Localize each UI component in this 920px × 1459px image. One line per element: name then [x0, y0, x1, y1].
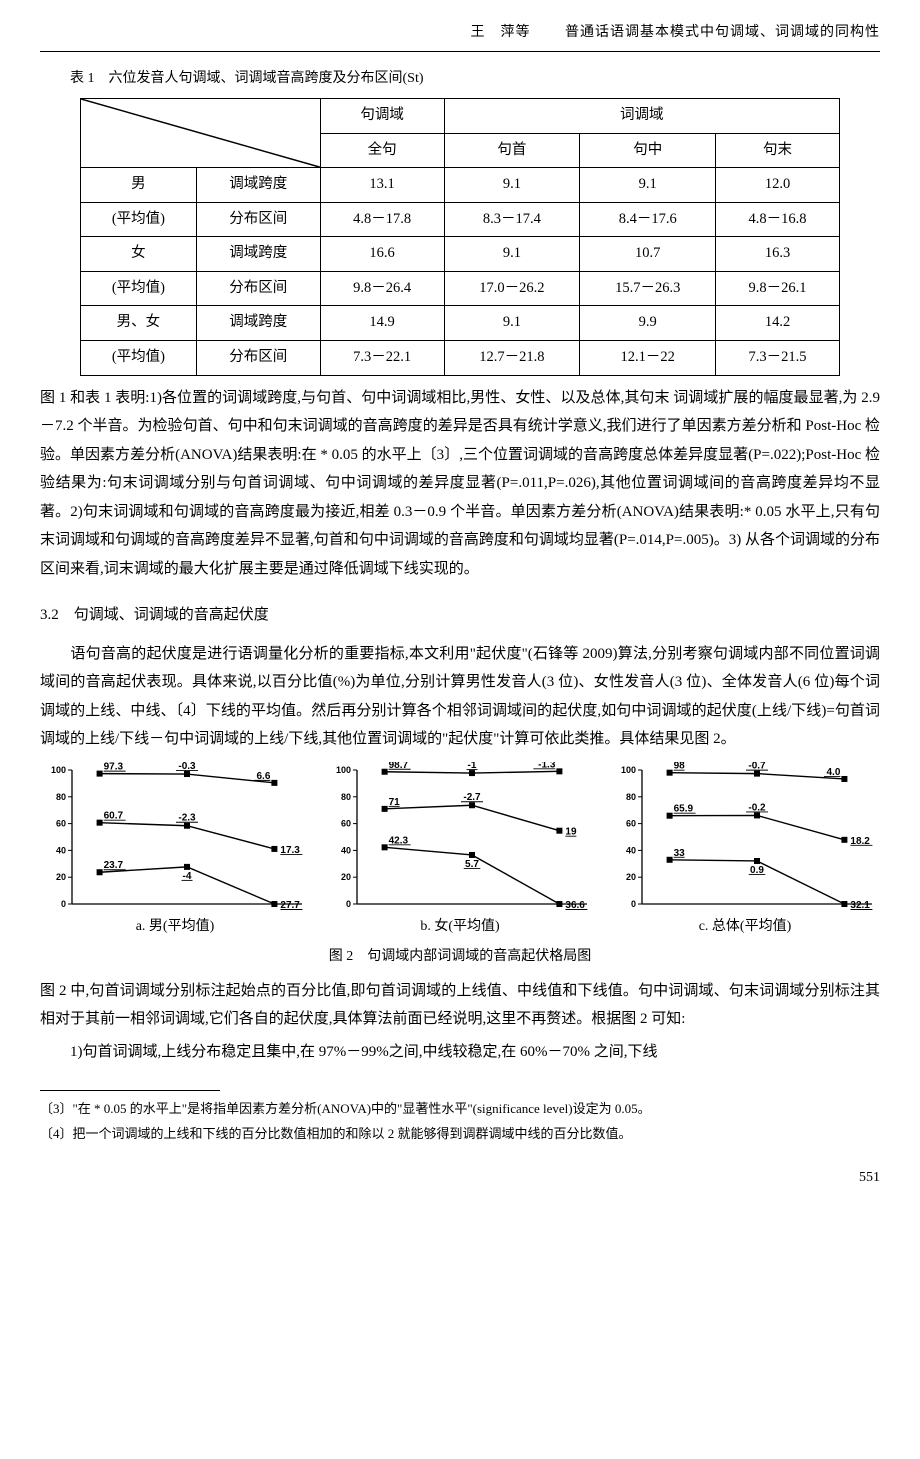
chart-subcaption: c. 总体(平均值)	[610, 914, 880, 941]
table-row-metric: 调域跨度	[196, 168, 320, 203]
table-cell: 12.0	[716, 168, 840, 203]
chart-panel: 02040608010097.3-0.36.660.7-2.317.323.7-…	[40, 762, 310, 941]
table-row-label: 男	[81, 168, 197, 203]
page-number: 551	[40, 1165, 880, 1192]
table1-sub-whole: 全句	[320, 133, 444, 168]
svg-text:60: 60	[56, 818, 66, 828]
table1-corner	[81, 99, 321, 168]
table-row-metric: 调域跨度	[196, 306, 320, 341]
table1: 句调域 词调域 全句 句首 句中 句末 男 调域跨度 13.1 9.1 9.1 …	[80, 98, 840, 375]
table-cell: 9.1	[580, 168, 716, 203]
table-cell: 9.1	[444, 306, 580, 341]
paragraph-point-1: 1)句首词调域,上线分布稳定且集中,在 97%－99%之间,中线较稳定,在 60…	[40, 1038, 880, 1067]
table-row-label: (平均值)	[81, 271, 197, 306]
table-cell: 7.3－22.1	[320, 341, 444, 376]
svg-text:20: 20	[626, 872, 636, 882]
section-num: 3.2	[40, 607, 59, 623]
table-cell: 10.7	[580, 237, 716, 272]
table1-sub-medial: 句中	[580, 133, 716, 168]
svg-text:80: 80	[341, 791, 351, 801]
table-cell: 12.7－21.8	[444, 341, 580, 376]
table-cell: 16.6	[320, 237, 444, 272]
svg-text:60: 60	[341, 818, 351, 828]
table-cell: 9.1	[444, 237, 580, 272]
table-cell: 9.1	[444, 168, 580, 203]
svg-text:20: 20	[56, 872, 66, 882]
table-cell: 12.1－22	[580, 341, 716, 376]
svg-text:40: 40	[56, 845, 66, 855]
footnote-3: 〔3〕"在 * 0.05 的水平上"是将指单因素方差分析(ANOVA)中的"显著…	[40, 1097, 880, 1122]
table-cell: 14.2	[716, 306, 840, 341]
table-row-label: (平均值)	[81, 341, 197, 376]
table-cell: 4.8－17.8	[320, 202, 444, 237]
table-row-label: 女	[81, 237, 197, 272]
table-cell: 9.9	[580, 306, 716, 341]
svg-text:0: 0	[631, 899, 636, 909]
figure2-caption: 图 2 句调域内部词调域的音高起伏格局图	[40, 944, 880, 971]
section-3-2-heading: 3.2 句调域、词调域的音高起伏度	[40, 601, 880, 630]
table-row-metric: 分布区间	[196, 341, 320, 376]
table1-sub-final: 句末	[716, 133, 840, 168]
table-cell: 9.8－26.4	[320, 271, 444, 306]
svg-text:0: 0	[61, 899, 66, 909]
table-cell: 9.8－26.1	[716, 271, 840, 306]
header-title: 普通话语调基本模式中句调域、词调域的同构性	[565, 25, 880, 40]
table1-h-word: 词调域	[444, 99, 839, 134]
table-cell: 8.3－17.4	[444, 202, 580, 237]
table-cell: 4.8－16.8	[716, 202, 840, 237]
svg-text:80: 80	[626, 791, 636, 801]
table-row-metric: 分布区间	[196, 202, 320, 237]
paragraph-method: 语句音高的起伏度是进行语调量化分析的重要指标,本文利用"起伏度"(石锋等 200…	[40, 640, 880, 754]
chart-panel: 02040608010098.7-1-1.371-2.71942.35.736.…	[325, 762, 595, 941]
table-cell: 16.3	[716, 237, 840, 272]
chart-panel: 02040608010098-0.74.065.9-0.218.2330.932…	[610, 762, 880, 941]
svg-text:100: 100	[336, 765, 351, 775]
section-title: 句调域、词调域的音高起伏度	[74, 607, 269, 623]
svg-text:20: 20	[341, 872, 351, 882]
paragraph-analysis-1: 图 1 和表 1 表明:1)各位置的词调域跨度,与句首、句中词调域相比,男性、女…	[40, 384, 880, 584]
footnote-4: 〔4〕把一个词调域的上线和下线的百分比数值相加的和除以 2 就能够得到调群调域中…	[40, 1122, 880, 1147]
table-cell: 14.9	[320, 306, 444, 341]
running-header: 王 萍等 普通话语调基本模式中句调域、词调域的同构性	[40, 20, 880, 52]
table-row-metric: 调域跨度	[196, 237, 320, 272]
svg-text:40: 40	[626, 845, 636, 855]
svg-text:60: 60	[626, 818, 636, 828]
table-cell: 15.7－26.3	[580, 271, 716, 306]
svg-text:40: 40	[341, 845, 351, 855]
svg-text:100: 100	[621, 765, 636, 775]
figure2-charts: 02040608010097.3-0.36.660.7-2.317.323.7-…	[40, 762, 880, 941]
header-authors: 王 萍等	[471, 25, 531, 40]
table-cell: 8.4－17.6	[580, 202, 716, 237]
paragraph-fig2-desc: 图 2 中,句首词调域分别标注起始点的百分比值,即句首词调域的上线值、中线值和下…	[40, 977, 880, 1034]
chart-subcaption: b. 女(平均值)	[325, 914, 595, 941]
chart-subcaption: a. 男(平均值)	[40, 914, 310, 941]
table-cell: 13.1	[320, 168, 444, 203]
table-cell: 7.3－21.5	[716, 341, 840, 376]
svg-text:80: 80	[56, 791, 66, 801]
table-row-label: 男、女	[81, 306, 197, 341]
table1-sub-initial: 句首	[444, 133, 580, 168]
table1-h-sentence: 句调域	[320, 99, 444, 134]
table-cell: 17.0－26.2	[444, 271, 580, 306]
table-row-label: (平均值)	[81, 202, 197, 237]
table1-caption: 表 1 六位发音人句调域、词调域音高跨度及分布区间(St)	[70, 66, 880, 93]
svg-text:100: 100	[51, 765, 66, 775]
footnotes: 〔3〕"在 * 0.05 的水平上"是将指单因素方差分析(ANOVA)中的"显著…	[40, 1090, 880, 1146]
table-row-metric: 分布区间	[196, 271, 320, 306]
svg-text:0: 0	[346, 899, 351, 909]
